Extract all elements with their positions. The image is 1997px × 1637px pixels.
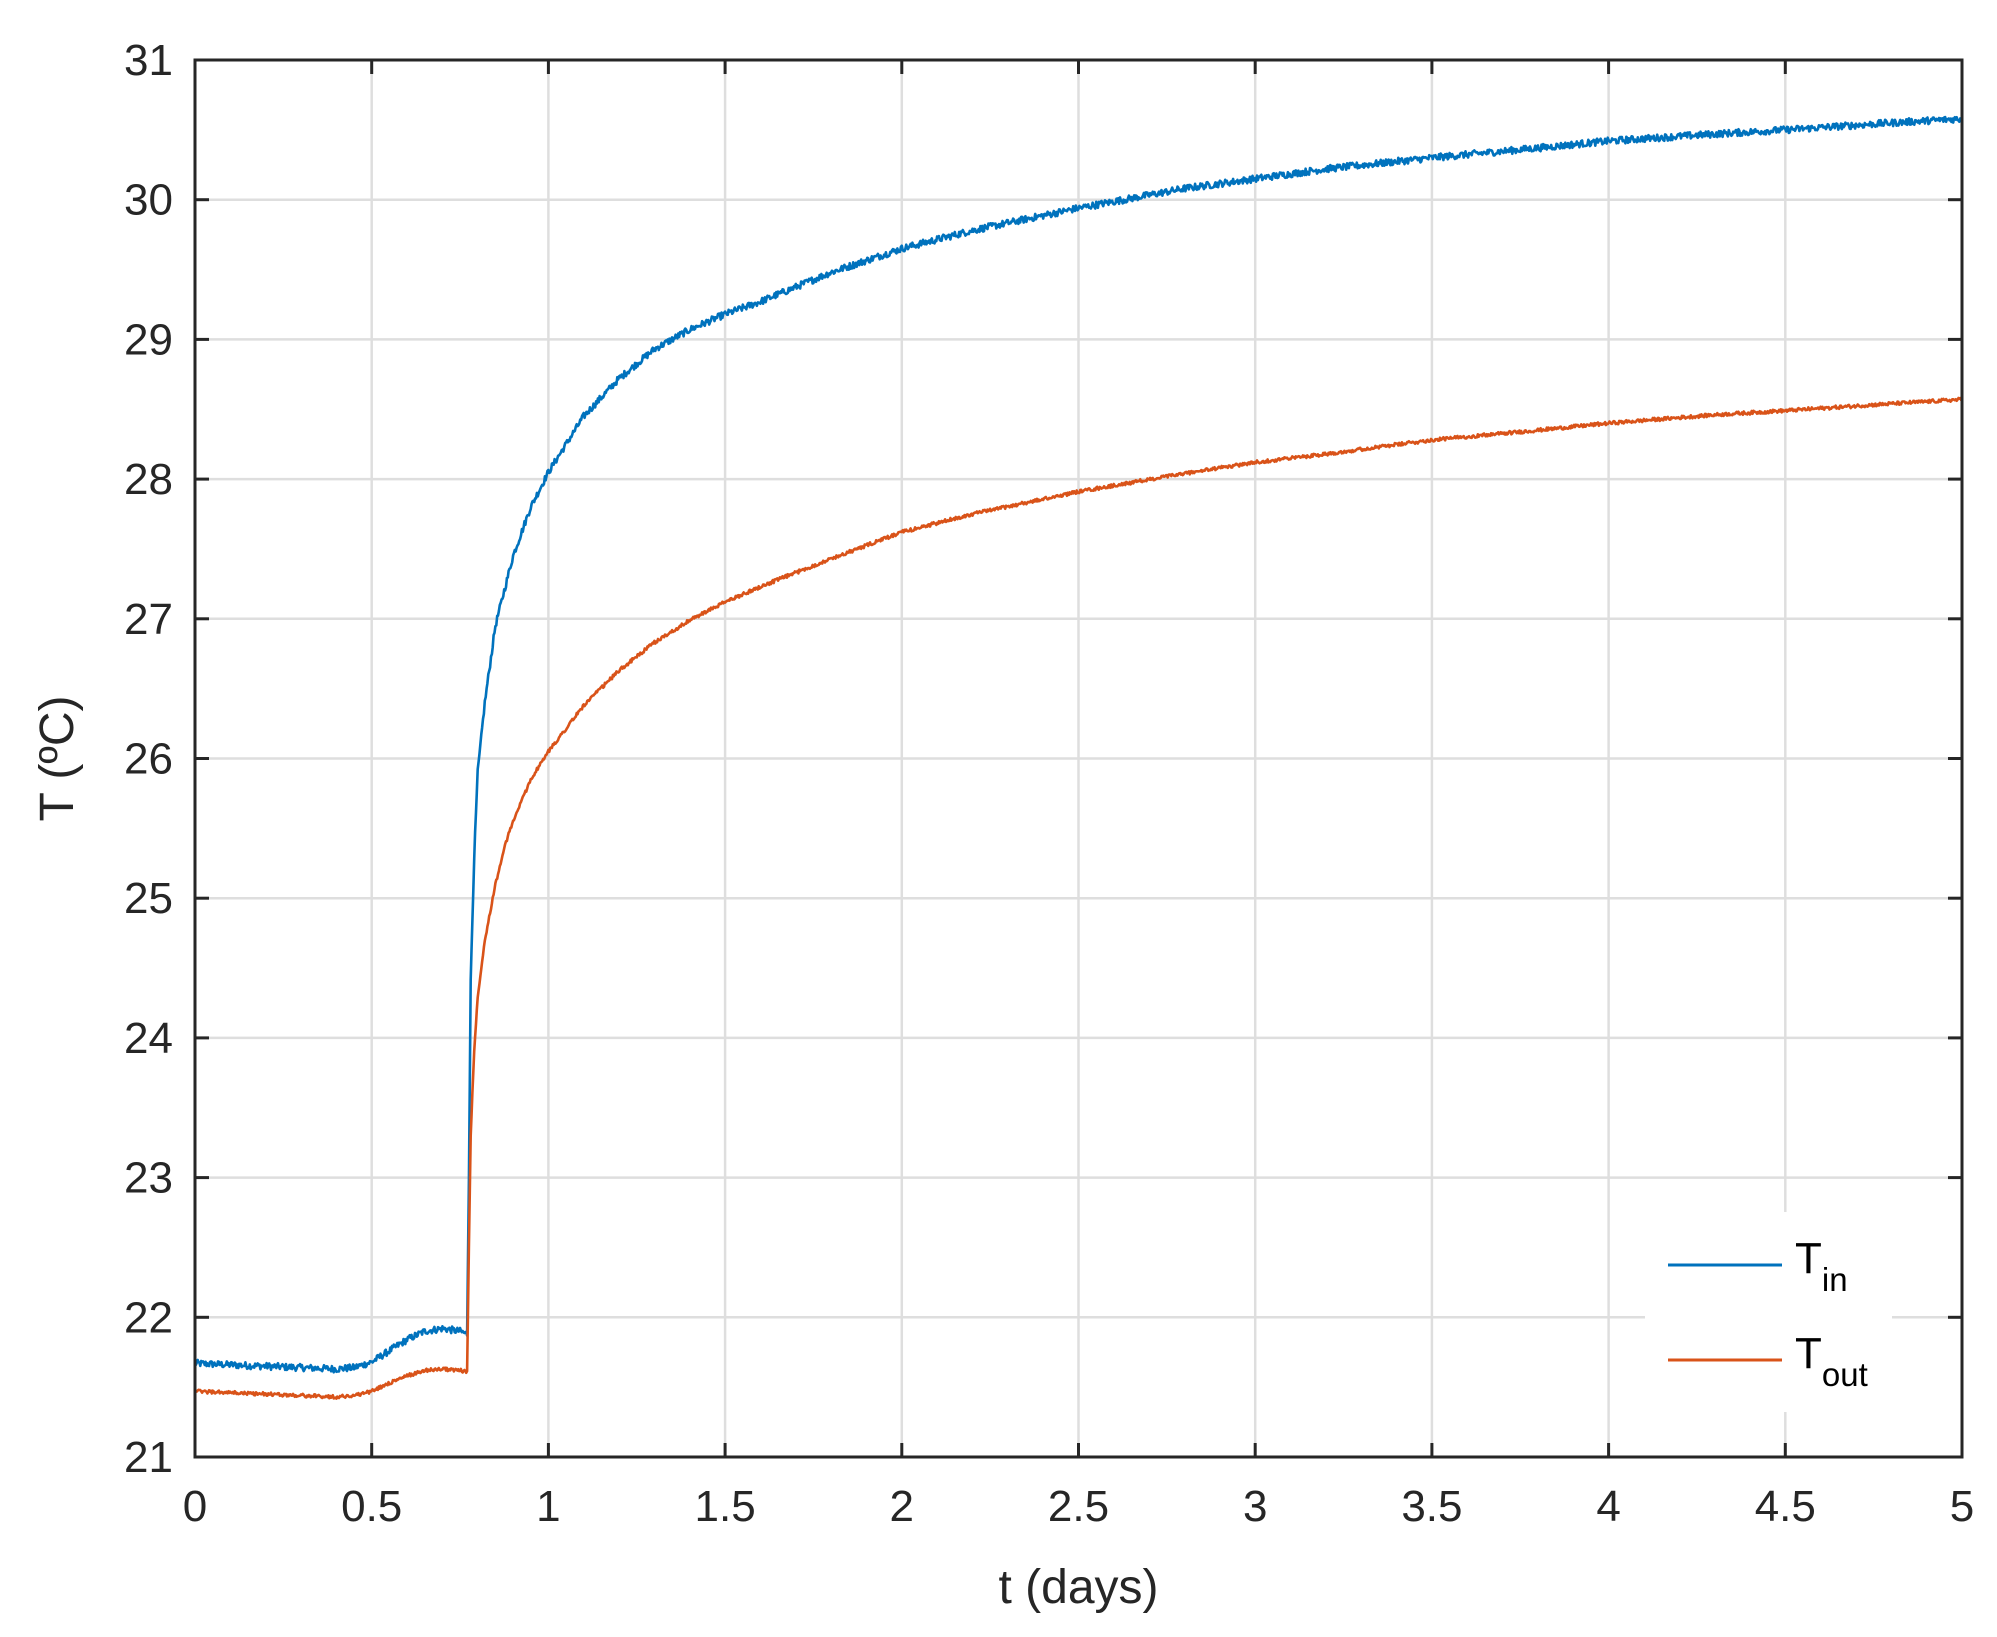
legend-label-t-out: Tout: [1795, 1329, 1868, 1393]
x-tick-label: 4.5: [1755, 1482, 1816, 1531]
x-tick-label: 2: [890, 1482, 914, 1531]
legend-label-t-out-sub: out: [1822, 1356, 1868, 1393]
x-axis-label: t (days): [998, 1561, 1158, 1614]
legend-label-t-out-main: T: [1795, 1329, 1822, 1378]
legend: Tin Tout: [1645, 1212, 1892, 1412]
x-tick-label: 3: [1243, 1482, 1267, 1531]
x-tick-label: 1: [536, 1482, 560, 1531]
y-tick-label: 25: [124, 874, 173, 923]
series-layer: [193, 115, 1964, 1400]
y-tick-label: 23: [124, 1154, 173, 1203]
x-tick-label: 4: [1596, 1482, 1620, 1531]
y-tick-label: 27: [124, 595, 173, 644]
y-tick-label: 28: [124, 455, 173, 504]
tick-labels: 0 0.5 1 1.5 2 2.5 3 3.5 4 4.5 5 21 22 23 24 25 26 27 28 29 3…: [124, 36, 1974, 1531]
y-tick-label: 30: [124, 176, 173, 225]
x-tick-label: 5: [1950, 1482, 1974, 1531]
y-tick-label: 24: [124, 1014, 173, 1063]
y-tick-label: 21: [124, 1433, 173, 1482]
legend-label-t-in-sub: in: [1822, 1261, 1848, 1298]
y-tick-label: 26: [124, 735, 173, 784]
x-tick-label: 1.5: [695, 1482, 756, 1531]
series-line-t-in: [193, 115, 1964, 1374]
y-tick-label: 22: [124, 1293, 173, 1342]
y-axis-label: T (ºC): [31, 696, 84, 822]
legend-box: [1645, 1212, 1892, 1412]
legend-label-t-in: Tin: [1795, 1234, 1848, 1298]
x-tick-label: 3.5: [1401, 1482, 1462, 1531]
y-tick-label: 31: [124, 36, 173, 85]
x-tick-label: 0: [183, 1482, 207, 1531]
series-line-t-out: [193, 396, 1963, 1400]
tick-marks: [193, 58, 1964, 1459]
y-tick-label: 29: [124, 315, 173, 364]
x-tick-label: 0.5: [341, 1482, 402, 1531]
x-tick-label: 2.5: [1048, 1482, 1109, 1531]
legend-label-t-in-main: T: [1795, 1234, 1822, 1283]
